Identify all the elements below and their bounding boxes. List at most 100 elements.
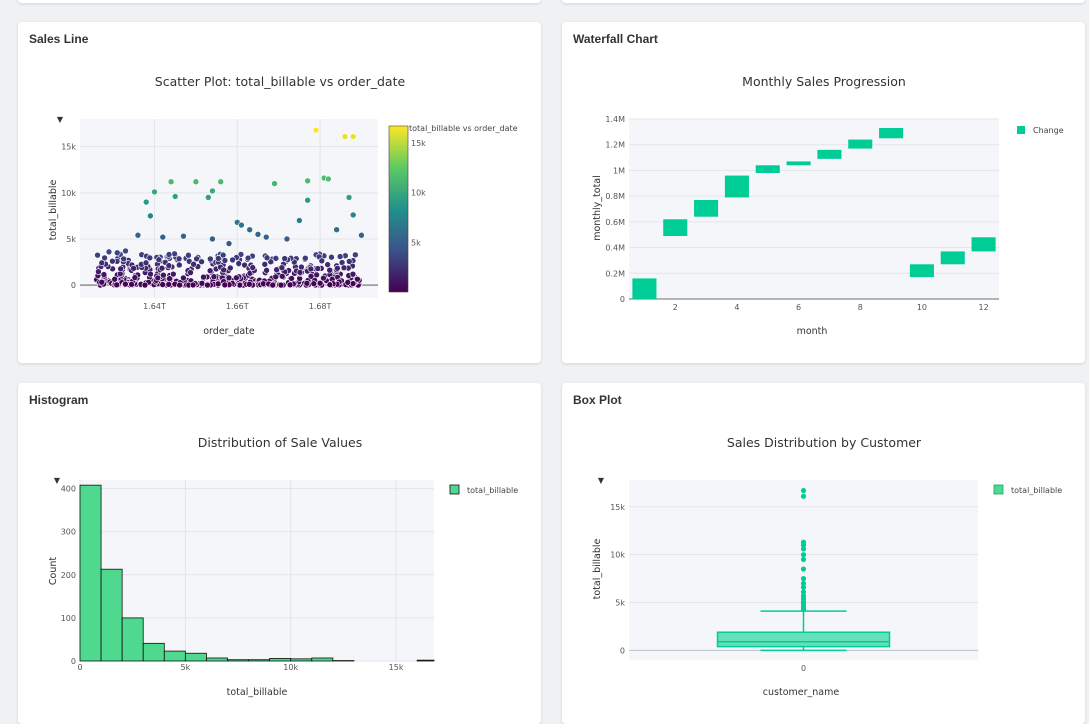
scatter-point: [165, 281, 173, 288]
waterfall-bar: [755, 165, 780, 173]
outlier-point: [800, 576, 807, 582]
scatter-point: [261, 260, 269, 268]
modebar-dropdown-icon[interactable]: ▼: [57, 115, 64, 124]
y-axis-label: total_billable: [48, 179, 59, 240]
scatter-point: [154, 274, 162, 282]
scatter-point: [122, 247, 129, 255]
scatter-point: [214, 280, 222, 288]
y-tick-label: 400: [61, 485, 76, 494]
card-waterfall: Waterfall Chart Monthly Sales Progressio…: [562, 22, 1085, 363]
x-tick-label: 4: [734, 303, 739, 312]
y-tick-label: 0.4M: [605, 244, 625, 253]
scatter-point: [113, 281, 121, 289]
legend-item-total-billable[interactable]: total_billable: [1011, 486, 1062, 495]
scatter-point: [95, 268, 102, 276]
x-tick-label: 1.64T: [143, 302, 166, 311]
card-top-right: [562, 0, 1085, 3]
y-tick-label: 1.4M: [605, 115, 625, 124]
scatter-point: [269, 281, 277, 289]
scatter-point: [278, 273, 286, 280]
legend-swatch[interactable]: [993, 484, 1004, 495]
scatter-point: [94, 251, 101, 259]
scatter-point: [221, 281, 229, 289]
scatter-point: [206, 267, 214, 275]
colorbar-tick: 15k: [411, 139, 426, 148]
scatter-point: [333, 226, 340, 234]
waterfall-bar: [724, 175, 749, 198]
scatter-point: [180, 232, 187, 240]
scatter-point: [221, 257, 229, 264]
scatter-point: [175, 255, 183, 263]
colorbar-tick: 5k: [411, 238, 421, 247]
y-tick-label: 0.6M: [605, 218, 625, 227]
y-tick-label: 200: [61, 571, 76, 580]
y-tick-label: 1.2M: [605, 141, 625, 150]
scatter-point: [358, 231, 365, 239]
scatter-point: [328, 253, 335, 261]
modebar-dropdown-icon[interactable]: ▼: [598, 476, 605, 485]
legend-item-change[interactable]: Change: [1033, 126, 1064, 135]
y-axis-label: total_billable: [592, 538, 603, 599]
y-tick-label: 300: [61, 528, 76, 537]
scatter-point: [176, 261, 183, 269]
waterfall-bar: [663, 219, 688, 236]
scatter-point: [220, 266, 227, 274]
histogram-bar: [227, 659, 249, 662]
scatter-point: [209, 187, 216, 195]
scatter-point: [158, 264, 166, 272]
scatter-point: [354, 275, 361, 283]
scatter-point: [283, 235, 291, 243]
x-tick-label: 1.66T: [226, 302, 249, 311]
scatter-point: [171, 193, 179, 200]
x-tick-label: 2: [673, 303, 678, 312]
scatter-point: [307, 265, 315, 273]
waterfall-chart[interactable]: Monthly Sales Progression 0 0.2M 0.4M 0.6M 0…: [562, 22, 1085, 363]
scatter-chart[interactable]: Scatter Plot: total_billable vs order_da…: [18, 22, 541, 363]
y-tick-label: 1M: [613, 166, 625, 175]
scatter-point: [246, 226, 253, 234]
chart-title: Scatter Plot: total_billable vs order_da…: [155, 74, 406, 89]
scatter-point: [312, 126, 320, 134]
card-title: Histogram: [29, 393, 89, 407]
waterfall-bars: [632, 128, 996, 299]
legend-swatch[interactable]: [1017, 126, 1025, 134]
card-top-left: [18, 0, 541, 3]
scatter-point: [198, 258, 205, 266]
x-axis-label: total_billable: [227, 687, 288, 698]
waterfall-bar: [909, 264, 934, 278]
scatter-point: [263, 267, 270, 274]
outlier-point: [800, 539, 807, 545]
waterfall-bar: [817, 149, 842, 159]
legend-item-total-billable[interactable]: total_billable: [467, 486, 518, 495]
modebar-dropdown-icon[interactable]: ▼: [54, 476, 61, 485]
scatter-point: [167, 178, 175, 186]
outlier-point: [800, 589, 807, 595]
histogram-bar: [79, 484, 102, 662]
scatter-point: [229, 256, 236, 264]
colorbar-title: total_billable vs order_date: [409, 124, 518, 133]
outlier-point: [800, 580, 807, 587]
waterfall-bar: [632, 278, 657, 299]
scatter-point: [190, 260, 197, 268]
chart-title: Sales Distribution by Customer: [727, 435, 922, 450]
scatter-point: [325, 175, 332, 183]
histogram-bar: [290, 658, 313, 662]
scatter-point: [147, 212, 154, 220]
outlier-point: [800, 584, 807, 590]
scatter-point: [130, 265, 137, 272]
scatter-point: [205, 194, 212, 201]
waterfall-bar: [879, 128, 904, 139]
scatter-point: [304, 177, 311, 185]
scatter-point: [180, 274, 187, 282]
scatter-point: [105, 248, 113, 256]
scatter-point: [310, 280, 318, 287]
x-tick-label: 0: [77, 663, 82, 672]
outlier-point: [800, 487, 807, 494]
scatter-point: [318, 257, 326, 265]
legend-swatch[interactable]: [449, 484, 460, 495]
card-title: Box Plot: [573, 393, 622, 407]
histogram-chart[interactable]: Distribution of Sale Values ▼ 0 100 200 300…: [18, 383, 541, 724]
y-tick-label: 10k: [61, 189, 76, 198]
box-chart[interactable]: Sales Distribution by Customer ▼ 0 5k 10k 1…: [562, 383, 1085, 724]
card-title: Sales Line: [29, 32, 89, 46]
